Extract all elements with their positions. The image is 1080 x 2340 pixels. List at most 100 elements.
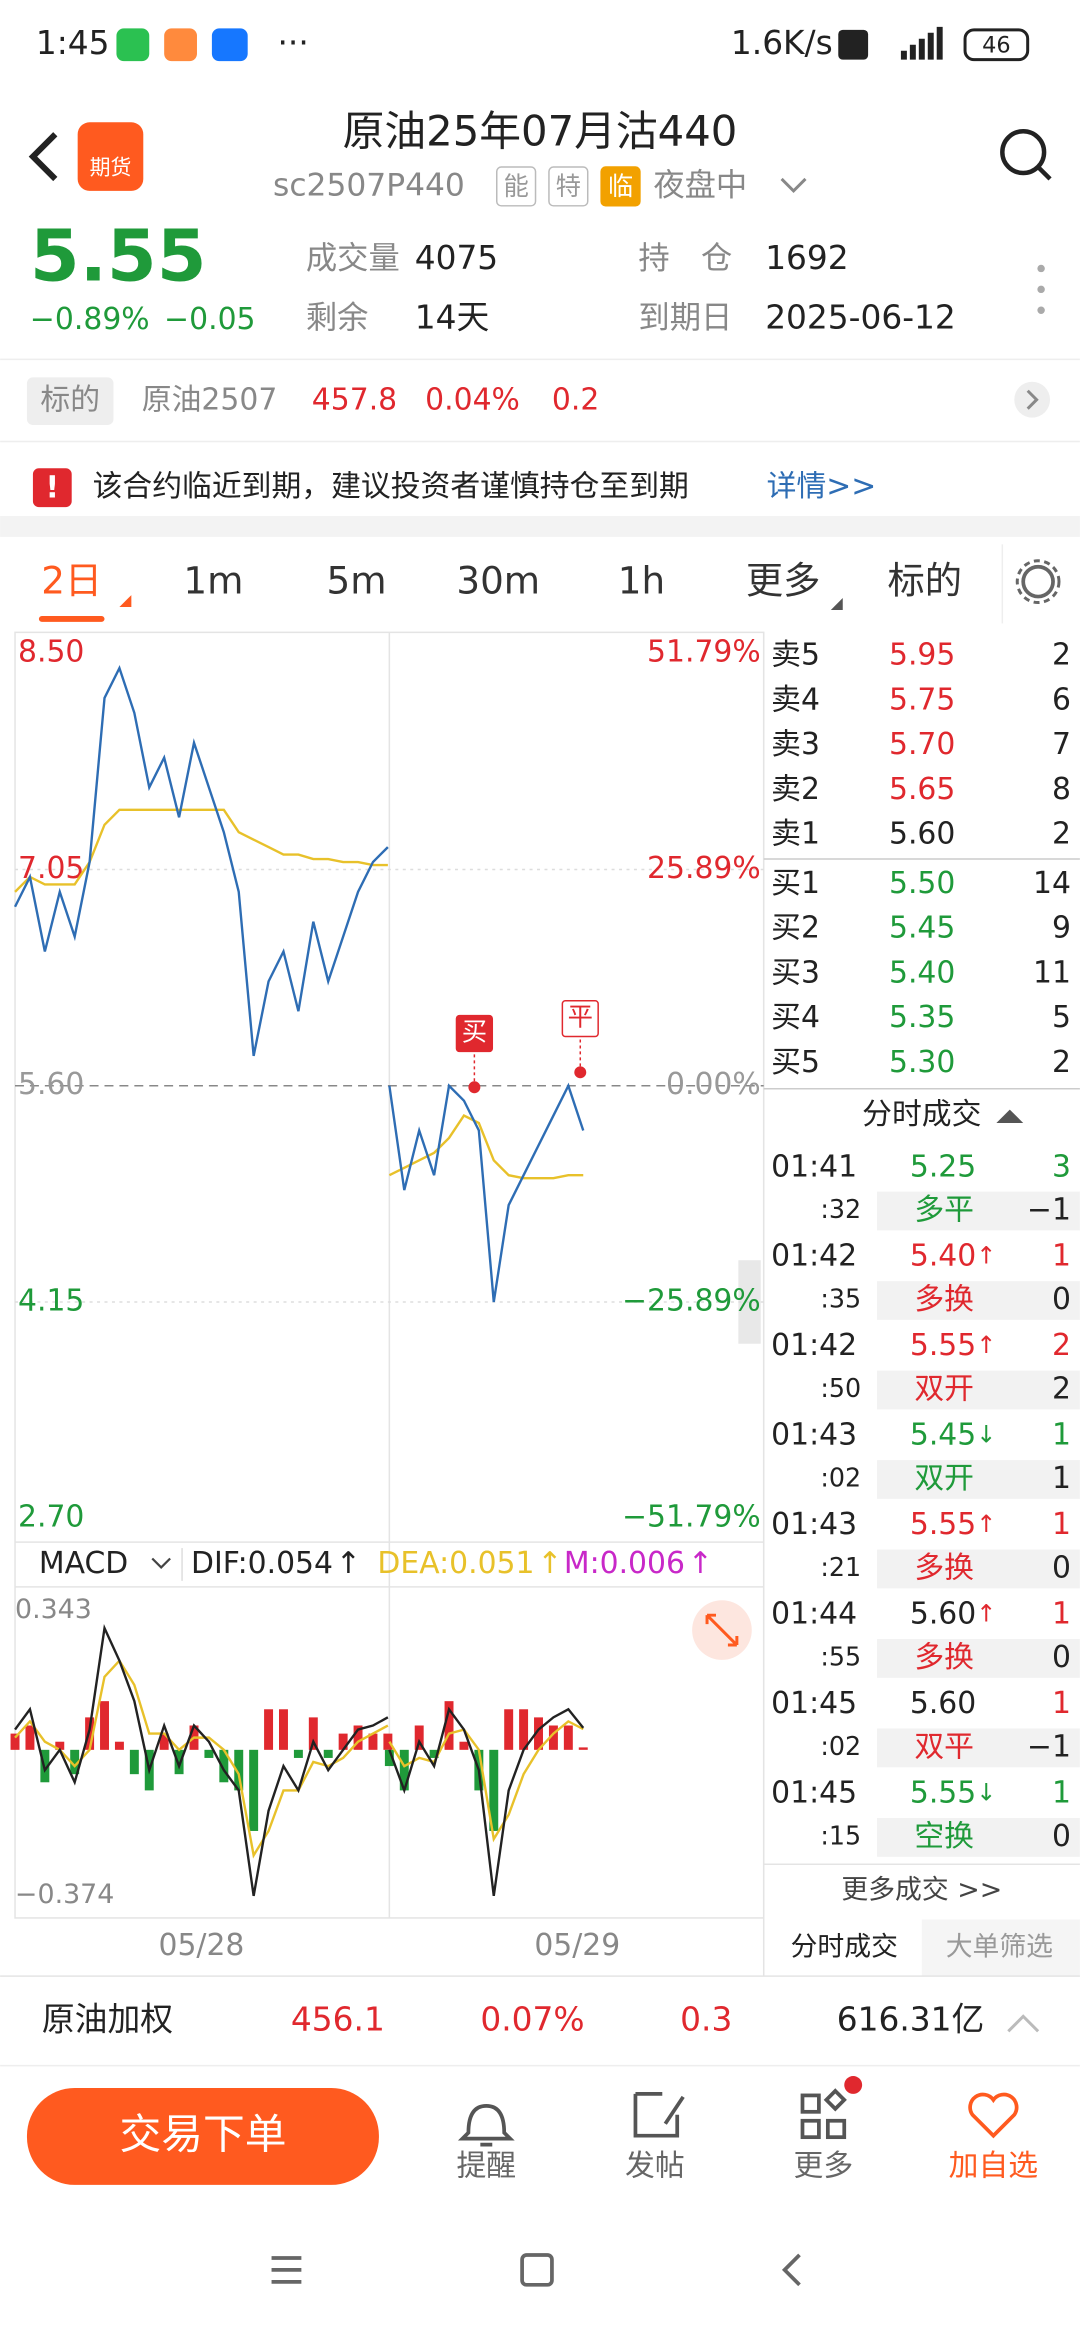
trade-time: 01:41 [771,1149,857,1184]
action-label[interactable]: 发帖 [625,2148,685,2183]
badges: 能特临 [496,166,641,207]
macd-bar [519,1709,529,1750]
trade-button[interactable] [26,2087,379,2185]
macd-dropdown [151,1557,171,1570]
period-tab[interactable]: 2日 [41,559,102,603]
period-tab[interactable]: 30m [456,559,540,603]
macd-bar [414,1725,424,1750]
index-name: 原油加权 [42,2000,173,2038]
period-tab[interactable]: 5m [327,559,387,603]
trade-price: 5.25 [910,1149,976,1184]
book-label: 卖5 [771,638,820,673]
x-tick-label: 05/29 [534,1928,620,1963]
marker-label: 平 [568,1002,593,1032]
menu-dot[interactable] [1037,264,1045,273]
tab-underline [38,615,105,622]
index-price: 456.1 [291,2000,385,2038]
trade-volume: 2 [1052,1328,1071,1363]
macd-name[interactable]: MACD [39,1546,128,1581]
macd-bar [489,1749,499,1831]
settings-button[interactable] [1021,564,1055,599]
book-volume: 5 [1052,1000,1071,1035]
marker-box [561,999,599,1038]
nav-home[interactable] [520,2253,554,2287]
avg-line [388,1114,584,1180]
status-net: 1.6K/s [731,24,833,62]
trade-volume: 1 [1052,1597,1071,1632]
trade-volume: 1 [1052,1686,1071,1721]
price-line [13,665,389,1057]
underlying-open[interactable] [1014,381,1051,418]
expand-index[interactable] [1007,2014,1040,2033]
trade-sub-volume: 1 [1052,1461,1071,1496]
y-tick-label: 8.50 [18,635,84,670]
session-dropdown[interactable] [780,177,807,194]
badge-bg [600,166,641,207]
trade-dir: ↑ [976,1600,996,1628]
macd-arrow: ↑ [537,1546,562,1581]
favorite-icon[interactable] [968,2092,1019,2139]
underlying-pct: 0.04% [425,383,520,418]
period-tab[interactable]: 1h [618,559,665,603]
side-tab[interactable]: 大单筛选 [946,1931,1053,1962]
post-icon[interactable] [633,2092,685,2138]
signal-bars [900,26,943,60]
macd-bar [100,1701,109,1750]
change: −0.05 [164,302,255,337]
trade-sub-volume: 0 [1052,1640,1071,1675]
book-label: 买2 [771,911,820,946]
trade-time: 01:43 [771,1418,857,1453]
book-label: 卖1 [771,817,820,852]
more-icon[interactable] [800,2093,821,2114]
trade-type: 多平 [914,1193,974,1228]
macd-arrow: ↑ [688,1546,713,1581]
pct-label: 0.00% [666,1067,761,1102]
trade-price: 5.55 [910,1776,976,1811]
notice-link[interactable]: 详情>> [767,469,877,504]
period-tab[interactable]: 更多 [746,559,821,603]
macd-bar [10,1733,20,1750]
action-label[interactable]: 加自选 [949,2148,1038,2183]
menu-dot [1037,306,1045,314]
trade-price: 5.55 [910,1328,976,1363]
marker-label: 买 [462,1017,487,1047]
trades-toggle[interactable] [996,1109,1024,1124]
separator [0,516,1080,537]
back-button[interactable] [28,132,58,182]
field-label: 剩余 [306,300,369,336]
trade-time: 01:44 [771,1597,857,1632]
book-price: 5.45 [889,911,955,946]
side-handle[interactable] [738,1260,761,1344]
session: 夜盘中 [653,167,747,203]
book-volume: 8 [1052,772,1071,807]
period-tab[interactable]: 标的 [888,559,963,603]
macd-value: M:0.006 [564,1546,685,1581]
macd-bar [249,1749,259,1831]
macd-bar [534,1717,543,1750]
trade-sub-volume: 2 [1052,1371,1071,1406]
index-amount: 616.31亿 [837,2000,985,2038]
nav-menu[interactable] [271,2256,302,2284]
badge-bg [496,166,537,207]
trade-price: 5.60 [910,1597,976,1632]
y-tick-label: 4.15 [18,1283,84,1318]
more-trades[interactable]: 更多成交 >> [841,1875,1002,1906]
action-label[interactable]: 更多 [794,2148,854,2183]
app-icon [164,28,197,62]
action-label[interactable]: 提醒 [456,2148,516,2183]
pct-label: −25.89% [622,1283,761,1318]
search-button[interactable] [1000,129,1047,176]
side-tab-bg [921,1919,1080,1977]
trade-price: 5.45 [910,1418,976,1453]
period-tab[interactable]: 1m [183,559,243,603]
remind-icon[interactable] [457,2103,515,2147]
side-tab[interactable]: 分时成交 [791,1931,898,1962]
trade-volume: 3 [1052,1149,1071,1184]
nav-back[interactable] [781,2253,801,2287]
pct-label: 51.79% [647,635,761,670]
badge-bg [548,166,589,207]
order-book: 卖5 5.95 2 卖4 5.75 6 卖3 5.70 7 卖2 5.65 8 卖1 5.60 2 买1 5.5… [763,638,1080,1090]
book-price: 5.95 [889,638,955,673]
wechat-icon [116,28,150,62]
